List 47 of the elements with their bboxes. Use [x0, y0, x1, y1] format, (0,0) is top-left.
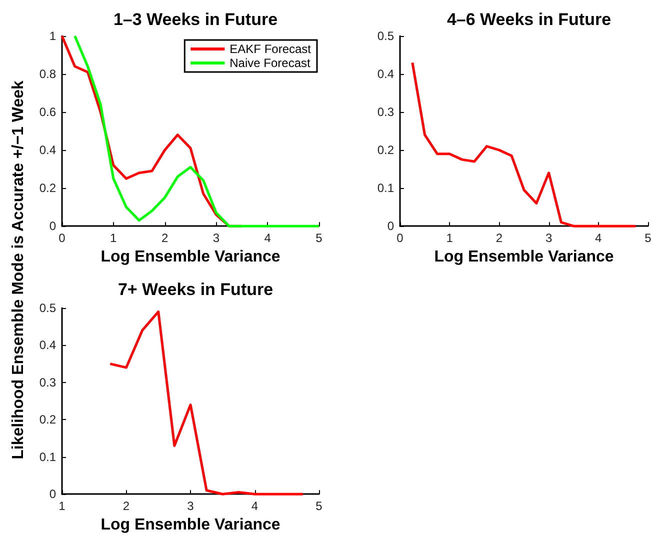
line-series	[74, 34, 320, 228]
y-tick-label: 0.4	[39, 338, 56, 352]
x-tick-label: 4	[251, 499, 258, 514]
y-tick-label: 0.3	[39, 375, 56, 390]
x-tick-label: 5	[644, 231, 652, 246]
x-tick-label: 3	[187, 499, 194, 514]
y-tick-label: 0.2	[39, 412, 56, 427]
y-tick-label: 0.6	[39, 105, 56, 120]
chart-title: 1–3 Weeks in Future	[113, 10, 278, 29]
x-axis-title: Log Ensemble Variance	[100, 516, 280, 534]
legend-label: Naive Forecast	[230, 56, 312, 70]
y-tick-label: 0	[387, 219, 394, 234]
chart-title: 7+ Weeks in Future	[118, 280, 274, 299]
x-tick-label: 1	[110, 231, 118, 246]
x-tick-label: 4	[264, 231, 272, 246]
x-tick-label: 3	[212, 231, 220, 246]
y-tick-label: 0.4	[39, 143, 56, 158]
y-tick-label: 0.8	[39, 67, 56, 82]
x-tick-label: 4	[595, 231, 602, 246]
x-tick-label: 0	[396, 231, 404, 246]
y-tick-label: 0.1	[377, 181, 394, 196]
y-tick-label: 0.2	[377, 143, 394, 158]
x-tick-label: 1	[446, 231, 454, 246]
x-tick-label: 5	[316, 231, 323, 246]
x-tick-label: 2	[161, 231, 168, 246]
x-tick-label: 0	[58, 231, 66, 246]
y-tick-label: 0.1	[39, 450, 56, 464]
chart-title: 4–6 Weeks in Future	[446, 10, 612, 29]
x-axis-title: Log Ensemble Variance	[100, 248, 280, 266]
x-axis-title: Log Ensemble Variance	[434, 248, 614, 266]
line-series	[411, 61, 637, 228]
y-tick-label: 0	[49, 487, 56, 502]
x-tick-label: 3	[545, 231, 552, 246]
y-tick-label: 0.4	[377, 67, 394, 82]
line-series	[108, 310, 304, 496]
legend-label: EAKF Forecast	[230, 42, 312, 56]
x-tick-label: 2	[122, 499, 130, 514]
y-tick-label: 0.5	[39, 301, 56, 315]
y-tick-label: 0.2	[39, 181, 56, 196]
y-axis-title: Likelihood Ensemble Mode is Accurate +/−1 Week	[10, 80, 28, 460]
y-tick-label: 1	[49, 29, 56, 43]
x-tick-label: 1	[58, 499, 66, 514]
y-tick-label: 0	[49, 219, 56, 234]
x-tick-label: 5	[316, 499, 323, 514]
y-tick-label: 0.5	[377, 29, 394, 43]
x-tick-label: 2	[496, 231, 503, 246]
y-tick-label: 0.3	[377, 105, 394, 120]
